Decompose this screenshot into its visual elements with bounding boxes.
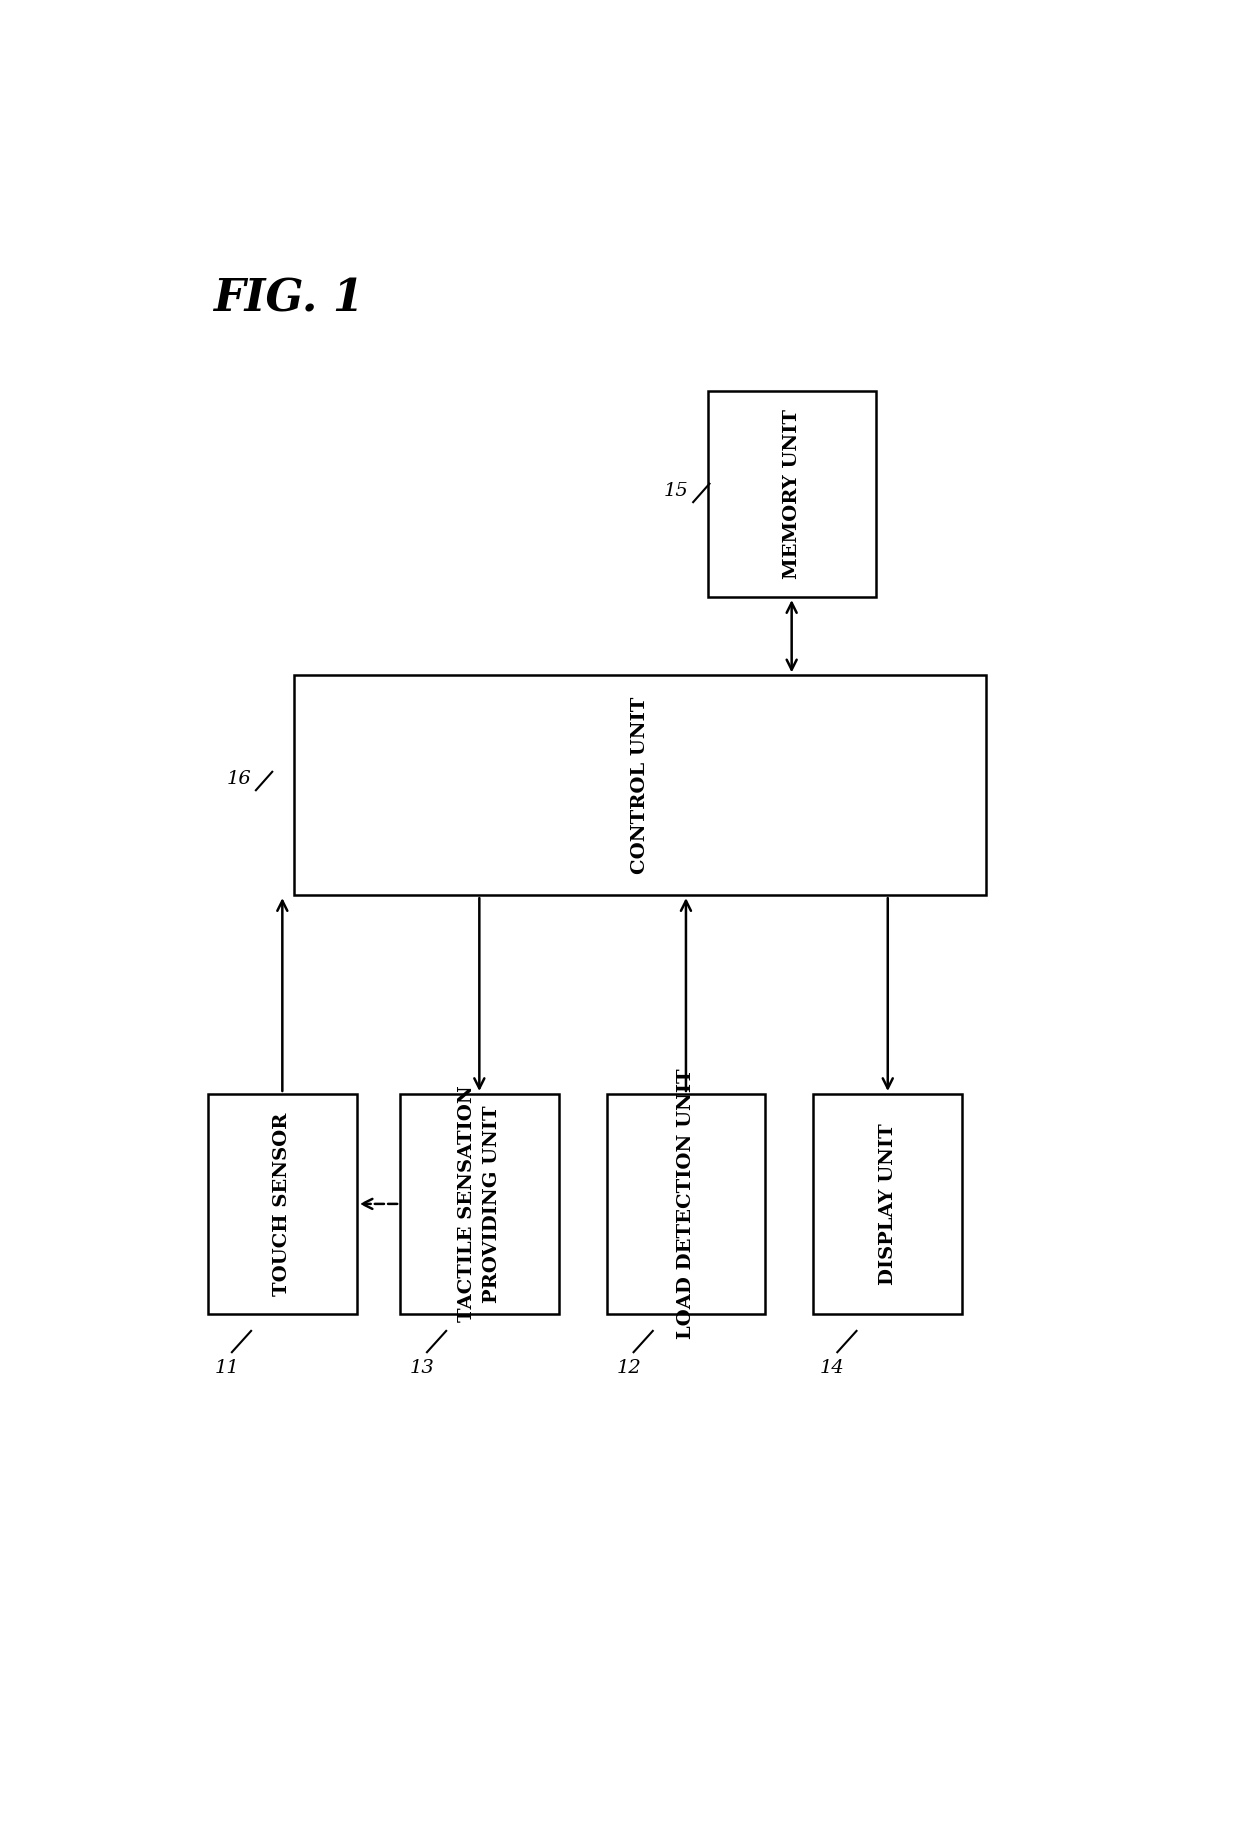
Bar — [813, 1095, 962, 1314]
Text: MEMORY UNIT: MEMORY UNIT — [782, 409, 801, 579]
Text: 16: 16 — [227, 770, 250, 787]
Text: CONTROL UNIT: CONTROL UNIT — [631, 697, 650, 874]
Bar — [208, 1095, 357, 1314]
Text: TOUCH SENSOR: TOUCH SENSOR — [273, 1111, 291, 1296]
Text: 11: 11 — [215, 1360, 239, 1377]
Text: 15: 15 — [663, 481, 688, 499]
Bar — [708, 391, 875, 597]
Text: 13: 13 — [409, 1360, 434, 1377]
Text: TACTILE SENSATION
PROVIDING UNIT: TACTILE SENSATION PROVIDING UNIT — [458, 1086, 501, 1321]
Text: 12: 12 — [616, 1360, 641, 1377]
Text: DISPLAY UNIT: DISPLAY UNIT — [879, 1122, 897, 1285]
Bar — [294, 675, 986, 896]
Text: LOAD DETECTION UNIT: LOAD DETECTION UNIT — [677, 1069, 694, 1340]
Text: FIG. 1: FIG. 1 — [213, 278, 363, 321]
Bar — [401, 1095, 558, 1314]
Bar — [606, 1095, 765, 1314]
Text: 14: 14 — [820, 1360, 844, 1377]
